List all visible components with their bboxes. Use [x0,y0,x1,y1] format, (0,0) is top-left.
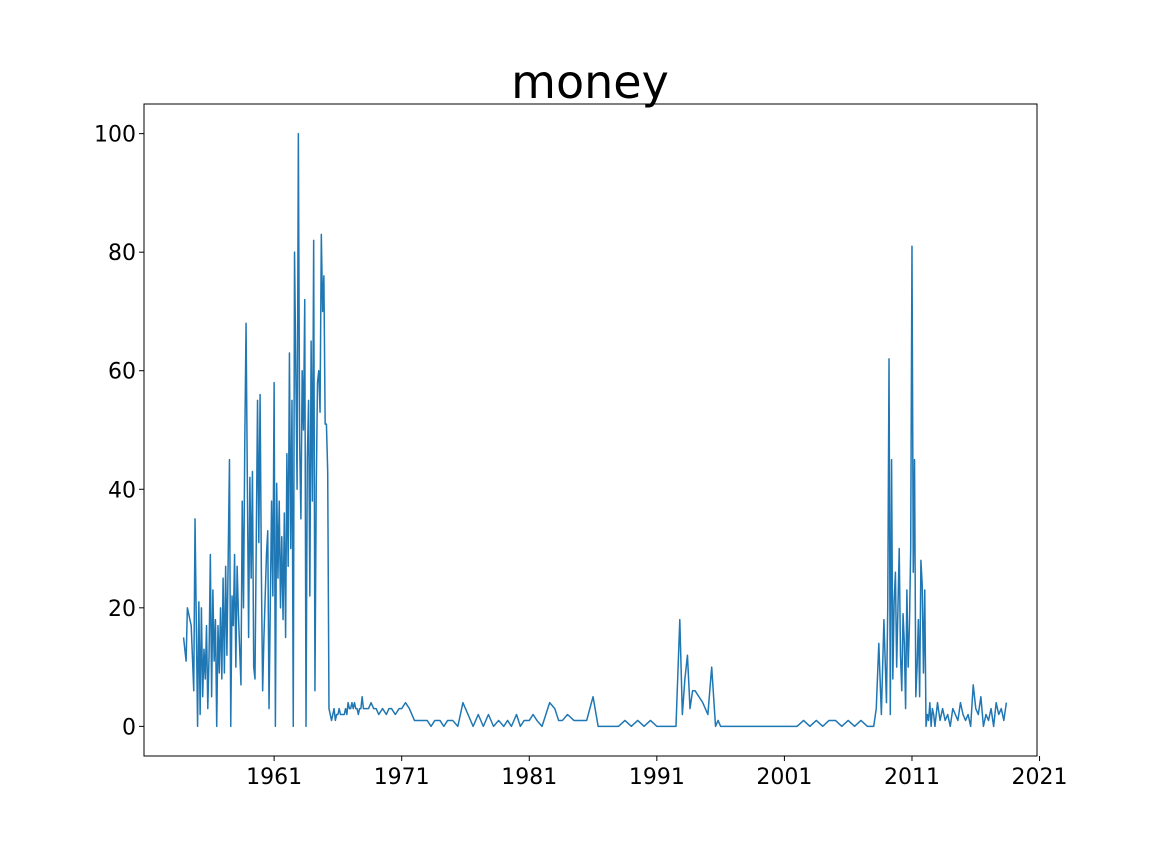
y-tick-label: 80 [108,241,136,266]
y-tick-label: 20 [108,597,136,622]
x-tick-label: 1981 [501,765,557,790]
series-layer [182,132,1008,728]
y-tick-label: 60 [108,360,136,385]
x-tick-label: 2021 [1012,765,1068,790]
x-tick-label: 1971 [374,765,430,790]
x-tick-label: 2011 [884,765,940,790]
x-tick-label: 1991 [629,765,685,790]
series-line-0 [182,132,1008,728]
chart-title: money [511,55,669,109]
x-tick-label: 2001 [756,765,812,790]
x-axis-ticks: 1961 1971 1981 1991 2001 2011 2021 [246,756,1068,790]
plot-area-frame [143,103,1038,757]
x-tick-label: 1961 [246,765,302,790]
y-axis-ticks: 0 20 40 60 80 100 [94,123,144,740]
y-tick-label: 100 [94,123,136,148]
y-tick-label: 0 [122,715,136,740]
y-tick-label: 40 [108,478,136,503]
